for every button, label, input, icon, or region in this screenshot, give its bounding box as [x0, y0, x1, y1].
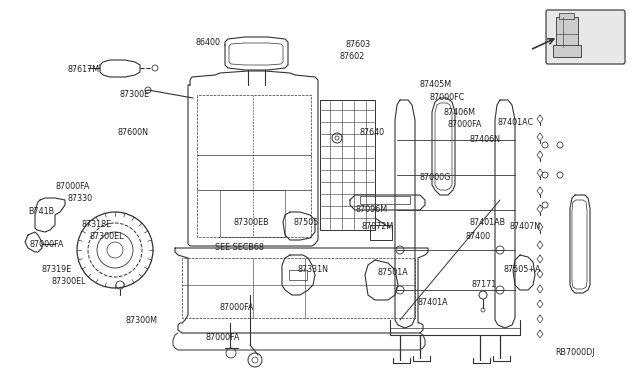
- Text: 87405M: 87405M: [420, 80, 452, 89]
- Text: B741B: B741B: [28, 207, 54, 216]
- Text: 87330: 87330: [68, 194, 93, 203]
- FancyBboxPatch shape: [546, 10, 625, 64]
- Text: 87400: 87400: [466, 232, 491, 241]
- Text: 87401AC: 87401AC: [498, 118, 534, 127]
- Text: 87072M: 87072M: [362, 222, 394, 231]
- Text: 87319E: 87319E: [42, 265, 72, 274]
- Text: 86400: 86400: [195, 38, 220, 47]
- Text: 87300EL: 87300EL: [90, 232, 125, 241]
- Text: 87505: 87505: [293, 218, 318, 227]
- Bar: [559, 13, 574, 19]
- Bar: [556, 17, 578, 47]
- Bar: [289, 270, 307, 280]
- Text: 87640: 87640: [360, 128, 385, 137]
- Text: 87617M: 87617M: [68, 65, 100, 74]
- Text: 87501A: 87501A: [378, 268, 409, 277]
- Text: RB7000DJ: RB7000DJ: [555, 348, 595, 357]
- Text: 87000FA: 87000FA: [30, 240, 65, 249]
- Bar: [360, 196, 410, 204]
- Text: 87000FA: 87000FA: [220, 303, 254, 312]
- Text: 87602: 87602: [340, 52, 365, 61]
- Text: 87000FA: 87000FA: [448, 120, 483, 129]
- Bar: [553, 45, 581, 57]
- Text: 87505+A: 87505+A: [503, 265, 541, 274]
- Text: 87000FA: 87000FA: [55, 182, 90, 191]
- Text: 87406M: 87406M: [443, 108, 475, 117]
- Text: 87300M: 87300M: [125, 316, 157, 325]
- Text: 87000FA: 87000FA: [205, 333, 239, 342]
- Text: 87401AB: 87401AB: [470, 218, 506, 227]
- Text: 87318E: 87318E: [81, 220, 111, 229]
- Text: 87000FC: 87000FC: [430, 93, 465, 102]
- Text: 87406N: 87406N: [470, 135, 501, 144]
- Text: 87600N: 87600N: [118, 128, 149, 137]
- Text: 87171: 87171: [472, 280, 497, 289]
- Text: 87331N: 87331N: [298, 265, 329, 274]
- Bar: [370, 225, 392, 240]
- Text: 87407N: 87407N: [510, 222, 541, 231]
- Text: 87000G: 87000G: [420, 173, 451, 182]
- Text: 87300EL: 87300EL: [52, 277, 86, 286]
- Text: SEE SECB68: SEE SECB68: [215, 243, 264, 252]
- Text: 87300E: 87300E: [120, 90, 150, 99]
- Text: 87603: 87603: [345, 40, 370, 49]
- Text: 87300EB: 87300EB: [234, 218, 269, 227]
- Text: 87096M: 87096M: [355, 205, 387, 214]
- Text: 87401A: 87401A: [418, 298, 449, 307]
